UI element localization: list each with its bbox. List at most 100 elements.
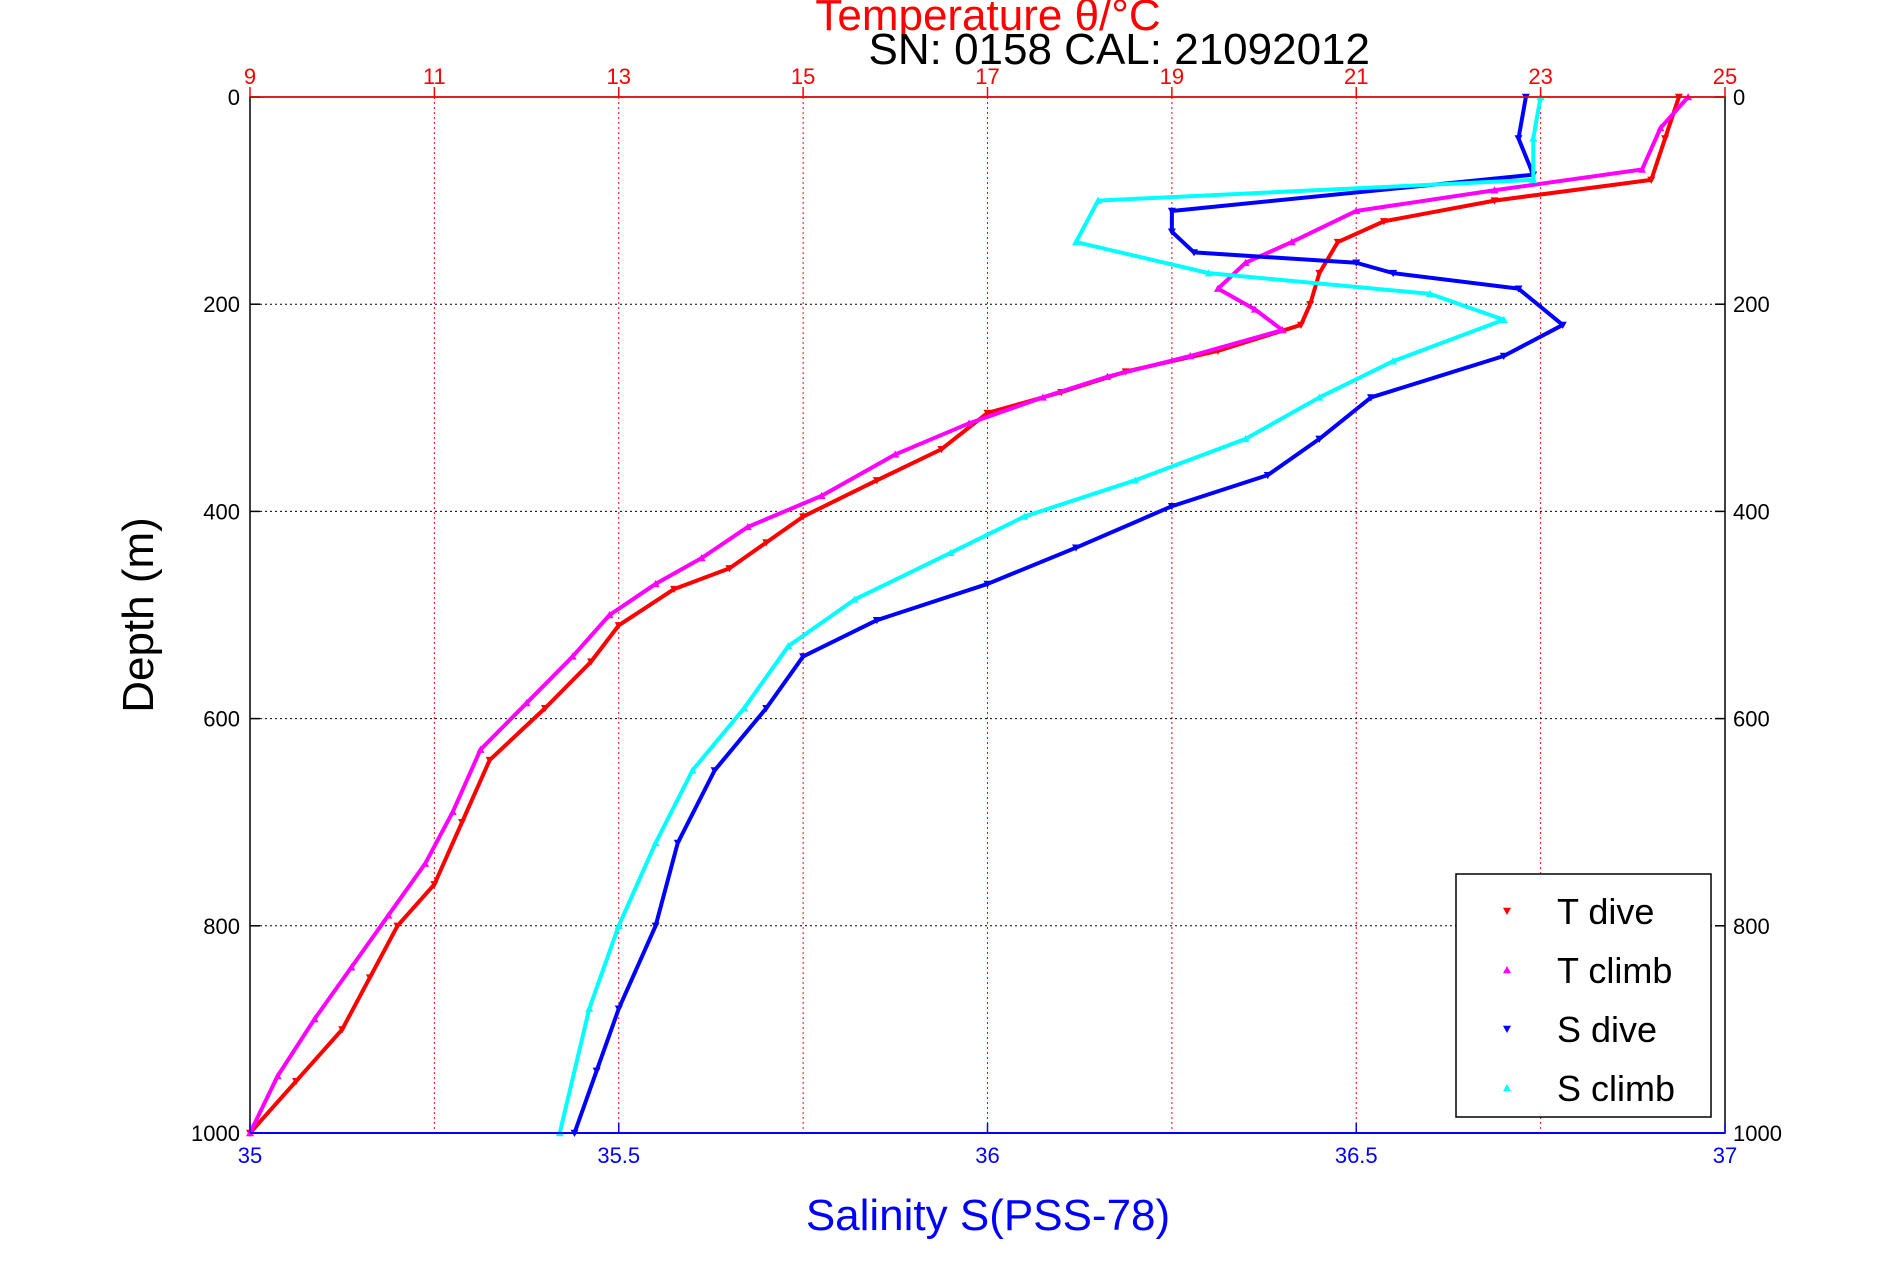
top-axis-tick-label: 11 [423, 64, 446, 89]
bottom-axis-tick-label: 36 [975, 1143, 999, 1168]
data-point-s-dive [1072, 544, 1080, 552]
right-axis-tick-label: 1000 [1733, 1121, 1782, 1146]
data-point-s-dive [1514, 135, 1523, 143]
data-point-s-dive [799, 653, 808, 661]
data-point-s-climb [1529, 175, 1538, 184]
bottom-axis-tick-label: 37 [1713, 1143, 1737, 1168]
top-axis-tick-label: 9 [244, 64, 256, 89]
y-axis-label: Depth (m) [114, 517, 163, 713]
right-axis-tick-label: 200 [1733, 292, 1770, 317]
data-point-s-climb [1204, 269, 1213, 277]
data-point-s-dive [872, 616, 881, 625]
series-line-t-climb [248, 95, 1691, 1135]
top-axis-tick-label: 17 [975, 64, 999, 89]
data-point-t-dive [614, 622, 623, 630]
right-axis-tick-label: 800 [1733, 914, 1770, 939]
data-point-s-climb [1389, 357, 1398, 365]
data-point-t-climb [568, 652, 577, 660]
data-point-t-climb [965, 419, 974, 427]
data-point-s-dive [1263, 471, 1272, 480]
legend-box [1455, 873, 1712, 1118]
data-point-t-climb [817, 491, 826, 500]
data-point-t-climb [1103, 372, 1112, 380]
bottom-axis-tick-label: 35 [238, 1143, 262, 1168]
left-axis-tick-label: 400 [203, 499, 240, 524]
left-axis-tick-label: 600 [203, 707, 240, 732]
data-point-s-dive [592, 1067, 601, 1075]
data-point-s-climb [850, 595, 859, 603]
bottom-axis-tick-label: 36.5 [1335, 1143, 1378, 1168]
data-point-t-climb [448, 807, 457, 816]
data-point-t-dive [485, 756, 494, 765]
data-point-s-climb [585, 1004, 594, 1012]
legend: T dive T climb S dive S climb [1455, 873, 1712, 1118]
legend-marker-s-dive [1503, 1025, 1511, 1033]
data-point-t-climb [1213, 284, 1222, 292]
data-point-t-climb [1038, 393, 1047, 401]
left-axis-tick-label: 800 [203, 914, 240, 939]
data-point-t-dive [799, 513, 808, 521]
data-point-t-dive [872, 477, 881, 485]
data-point-t-climb [1278, 326, 1287, 334]
data-point-s-climb [1072, 238, 1080, 246]
data-point-t-climb [273, 1072, 282, 1080]
right-axis-tick-label: 600 [1733, 707, 1770, 732]
left-axis-tick-label: 200 [203, 292, 240, 317]
right-axis-tick-label: 400 [1733, 499, 1770, 524]
series-layer [246, 93, 1693, 1137]
chart-title: Temperature θ/°C [815, 0, 1160, 40]
data-point-s-dive [614, 1005, 623, 1013]
data-point-s-dive [1315, 435, 1324, 443]
data-point-t-dive [430, 881, 439, 889]
data-point-s-dive [1167, 228, 1176, 236]
data-point-t-dive [541, 705, 549, 713]
data-point-s-dive [1499, 352, 1508, 360]
top-axis-tick-label: 15 [791, 64, 815, 89]
data-point-t-climb [347, 963, 356, 971]
legend-label-t-climb: T climb [1557, 950, 1672, 991]
data-point-s-dive [1367, 394, 1375, 402]
legend-marker-t-dive [1503, 907, 1511, 915]
legend-marker-t-climb [1503, 966, 1511, 974]
data-point-t-dive [1315, 269, 1324, 278]
data-point-t-climb [1490, 186, 1499, 194]
data-point-t-climb [310, 1015, 319, 1023]
data-point-t-dive [365, 974, 374, 982]
data-point-s-climb [1094, 196, 1103, 204]
left-axis-tick-label: 1000 [191, 1121, 240, 1146]
top-axis-tick-label: 13 [607, 64, 631, 89]
data-point-s-climb [784, 642, 793, 650]
data-point-t-climb [421, 859, 430, 867]
data-point-s-dive [983, 580, 992, 588]
left-axis-tick-label: 0 [228, 85, 240, 110]
data-point-t-dive [1296, 321, 1305, 329]
data-point-s-dive [1167, 207, 1176, 215]
data-point-t-dive [1490, 197, 1499, 205]
legend-marker-s-climb [1503, 1084, 1511, 1092]
data-point-s-climb [740, 704, 749, 712]
chart-subtitle: SN: 0158 CAL: 21092012 [869, 25, 1371, 74]
data-point-t-climb [697, 554, 706, 562]
data-point-t-climb [1638, 165, 1647, 173]
data-point-t-dive [292, 1078, 301, 1086]
data-point-s-climb [1020, 512, 1029, 520]
data-point-s-dive [710, 767, 719, 775]
data-point-s-climb [651, 838, 660, 847]
data-point-s-climb [1131, 476, 1139, 484]
data-point-t-dive [983, 409, 992, 417]
x-bottom-axis-label: Salinity S(PSS-78) [806, 1191, 1170, 1240]
data-point-t-dive [1306, 301, 1315, 309]
data-point-t-climb [1186, 352, 1195, 360]
data-point-t-dive [1661, 135, 1670, 143]
data-point-t-dive [762, 539, 771, 547]
top-axis-tick-label: 25 [1713, 64, 1737, 89]
data-point-s-dive [673, 839, 682, 847]
data-point-t-climb [1287, 238, 1296, 246]
data-point-t-dive [1333, 238, 1342, 247]
data-point-t-climb [476, 745, 485, 753]
right-axis-tick-label: 0 [1733, 85, 1745, 110]
top-axis-tick-label: 21 [1344, 64, 1368, 89]
data-point-s-dive [762, 705, 771, 713]
